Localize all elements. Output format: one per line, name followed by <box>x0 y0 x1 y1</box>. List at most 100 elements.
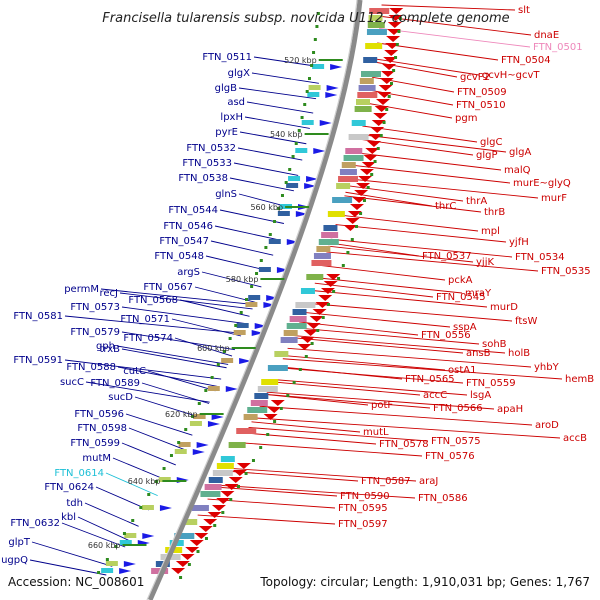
red-strand-arrow <box>365 148 380 154</box>
red-strand-arrow <box>194 533 209 539</box>
right-gene-label-ftn-0537: FTN_0537 <box>422 251 472 262</box>
tick-dot <box>147 493 151 496</box>
right-leader-line <box>278 367 464 384</box>
right-leader-line <box>356 152 502 171</box>
left-gene-label-ftn-0538: FTN_0538 <box>178 173 228 184</box>
blue-strand-arrow <box>325 92 338 98</box>
gene-category-block <box>243 414 258 420</box>
gene-category-block <box>212 470 233 476</box>
right-gene-label-yhby: yhbY <box>534 362 560 373</box>
tick-dot <box>394 56 398 59</box>
right-gene-label-mutl: mutL <box>363 427 389 438</box>
left-leader-line <box>84 502 139 527</box>
left-category-block <box>245 302 258 307</box>
blue-strand-arrow <box>263 302 276 308</box>
gene-category-block <box>355 99 370 105</box>
tick-dot <box>392 69 396 72</box>
right-leader-line <box>292 337 464 354</box>
right-leader-line <box>197 514 336 525</box>
red-strand-arrow <box>366 141 381 147</box>
left-category-block <box>221 358 234 363</box>
gene-category-block <box>341 162 356 168</box>
left-leader-line <box>100 288 255 306</box>
right-gene-label-apah: apaH <box>497 404 523 415</box>
left-gene-label-ftn-0581: FTN_0581 <box>13 311 63 322</box>
left-gene-label-glns: glnS <box>215 189 237 200</box>
right-gene-label-dnae: dnaE <box>534 30 559 41</box>
gene-category-block <box>306 274 324 280</box>
tick-dot <box>216 363 220 366</box>
right-leader-line <box>259 405 533 426</box>
red-strand-arrow <box>303 330 318 336</box>
red-strand-arrow <box>349 204 364 210</box>
right-gene-label-ftsw: ftsW <box>515 316 537 327</box>
blue-strand-arrow <box>211 414 224 420</box>
tick-dot <box>376 147 380 150</box>
right-gene-label-murd: murD <box>490 302 518 313</box>
kbp-tick-label: 660 kbp <box>88 541 121 550</box>
left-category-block <box>258 267 271 272</box>
left-gene-label-cutc: cutC <box>123 366 146 377</box>
gene-category-block <box>336 183 351 189</box>
left-leader-line <box>64 315 243 334</box>
tick-dot <box>332 290 336 293</box>
tick-dot <box>346 251 350 254</box>
red-strand-arrow <box>326 274 341 280</box>
left-leader-line <box>121 348 227 369</box>
red-strand-arrow <box>211 505 226 511</box>
tick-dot <box>114 545 118 548</box>
tick-dot <box>294 142 298 145</box>
tick-dot <box>234 324 238 327</box>
right-gene-label-thra: thrA <box>466 196 487 207</box>
right-gene-label-gcvp2: gcvP2 <box>460 72 490 83</box>
red-strand-arrow <box>383 57 398 63</box>
left-leader-line <box>214 225 279 241</box>
genome-backbone-highlight <box>146 0 358 600</box>
gene-category-block <box>204 484 222 490</box>
blue-strand-arrow <box>313 148 326 154</box>
gene-category-block <box>327 211 345 217</box>
red-strand-arrow <box>370 127 385 133</box>
right-gene-label-ftn-0501: FTN_0501 <box>533 42 583 53</box>
tick-dot <box>286 394 290 397</box>
gene-category-block <box>183 519 198 525</box>
left-leader-line <box>128 427 185 450</box>
right-gene-label-araj: araJ <box>419 476 438 487</box>
left-category-block <box>119 540 132 545</box>
tick-dot <box>204 537 208 540</box>
blue-strand-arrow <box>142 533 155 539</box>
right-leader-line <box>335 224 507 243</box>
red-strand-arrow <box>232 470 247 476</box>
right-leader-line <box>251 421 361 433</box>
blue-strand-arrow <box>196 442 209 448</box>
left-category-block <box>295 148 308 153</box>
tick-dot <box>239 311 243 314</box>
left-gene-label-recj: recJ <box>100 288 119 299</box>
left-gene-label-glgb: glgB <box>215 83 237 94</box>
blue-strand-arrow <box>119 568 132 574</box>
right-leader-line <box>321 265 446 281</box>
right-gene-label-potf: potF <box>371 400 393 411</box>
tick-dot <box>97 571 101 574</box>
tick-dot <box>355 225 359 228</box>
right-leader-line <box>293 335 506 354</box>
genome-summary-text: Topology: circular; Length: 1,910,031 bp… <box>259 575 590 589</box>
left-leader-line <box>147 370 216 392</box>
blue-strand-arrow <box>225 386 238 392</box>
tick-dot <box>310 342 314 345</box>
left-category-block <box>141 505 154 510</box>
gene-category-block <box>292 309 307 315</box>
right-gene-label-ftn-0595: FTN_0595 <box>338 503 388 514</box>
right-gene-label-ftn-0587: FTN_0587 <box>361 476 411 487</box>
right-leader-line <box>282 358 563 380</box>
left-gene-label-ftn-0589: FTN_0589 <box>90 378 140 389</box>
tick-dot <box>255 272 259 275</box>
red-strand-arrow <box>382 64 397 70</box>
tick-dot <box>315 25 319 28</box>
red-strand-arrow <box>388 15 403 21</box>
red-strand-arrow <box>347 211 362 217</box>
gene-category-block <box>363 57 378 63</box>
tick-dot <box>298 368 302 371</box>
kbp-tick-label: 580 kbp <box>226 275 259 284</box>
left-leader-line <box>246 101 314 114</box>
